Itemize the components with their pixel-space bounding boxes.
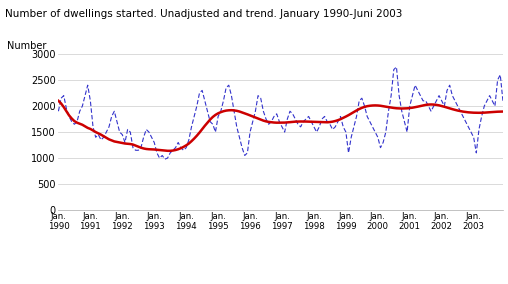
Number of dwellings, unadjusted <box>162 157 168 161</box>
Number of dwellings, trend <box>500 110 506 113</box>
Number of dwellings, trend <box>55 99 61 103</box>
Text: Number of dwellings started. Unadjusted and trend. January 1990-Juni 2003: Number of dwellings started. Unadjusted … <box>5 9 402 18</box>
Number of dwellings, unadjusted <box>135 149 141 152</box>
Number of dwellings, trend <box>319 121 325 124</box>
Number of dwellings, trend <box>135 145 141 148</box>
Number of dwellings, unadjusted <box>210 123 216 126</box>
Number of dwellings, trend <box>412 106 418 109</box>
Number of dwellings, trend <box>311 120 317 124</box>
Number of dwellings, unadjusted <box>415 89 421 92</box>
Line: Number of dwellings, unadjusted: Number of dwellings, unadjusted <box>58 67 503 159</box>
Text: Number: Number <box>7 41 47 51</box>
Number of dwellings, trend <box>210 115 216 119</box>
Number of dwellings, unadjusted <box>55 110 61 113</box>
Number of dwellings, unadjusted <box>393 65 399 69</box>
Number of dwellings, unadjusted <box>311 125 317 129</box>
Number of dwellings, trend <box>165 149 171 153</box>
Number of dwellings, unadjusted <box>186 138 192 142</box>
Number of dwellings, unadjusted <box>500 99 506 103</box>
Number of dwellings, unadjusted <box>319 117 325 121</box>
Line: Number of dwellings, trend: Number of dwellings, trend <box>58 101 503 151</box>
Number of dwellings, trend <box>186 142 192 145</box>
